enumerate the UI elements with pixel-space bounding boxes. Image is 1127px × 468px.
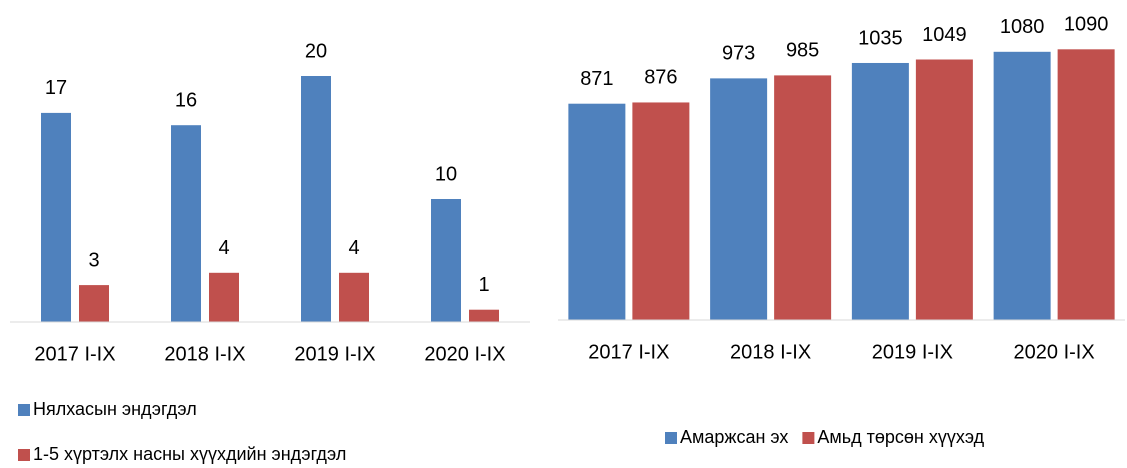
data-label: 876 — [644, 67, 677, 89]
legend-swatch — [18, 449, 30, 461]
bar — [915, 59, 973, 321]
data-label: 17 — [45, 77, 67, 99]
data-label: 4 — [218, 237, 229, 259]
bar — [632, 102, 690, 321]
bar — [993, 51, 1051, 321]
data-label: 4 — [348, 237, 359, 259]
bar — [710, 78, 768, 320]
x-tick-label: 2017 I-IX — [588, 341, 669, 363]
data-label: 1090 — [1064, 14, 1109, 36]
x-tick-label: 2020 I-IX — [424, 343, 505, 365]
bar — [568, 103, 626, 321]
data-label: 10 — [435, 163, 457, 185]
data-label: 1035 — [858, 27, 903, 49]
x-tick-label: 2017 I-IX — [34, 343, 115, 365]
x-tick-label: 2018 I-IX — [164, 343, 245, 365]
bar — [1057, 49, 1115, 321]
legend-label: Нялхасын эндэгдэл — [33, 399, 197, 419]
bar — [209, 272, 239, 322]
bar — [431, 199, 461, 322]
data-label: 871 — [580, 68, 613, 90]
data-label: 1 — [478, 274, 489, 296]
data-label: 16 — [175, 89, 197, 111]
bar — [851, 62, 909, 320]
legend-swatch — [665, 432, 677, 444]
bar — [171, 125, 201, 322]
x-tick-label: 2019 I-IX — [294, 343, 375, 365]
data-label: 973 — [722, 43, 755, 65]
x-tick-label: 2018 I-IX — [730, 341, 811, 363]
data-label: 1049 — [922, 24, 967, 46]
data-label: 1080 — [1000, 16, 1045, 38]
legend-swatch — [802, 432, 815, 444]
legend-label: Амаржсан эх — [680, 427, 788, 447]
bar — [774, 75, 832, 321]
data-label: 20 — [305, 40, 327, 62]
bar — [301, 76, 331, 322]
bar — [79, 285, 109, 322]
bar — [41, 112, 71, 323]
data-label: 3 — [88, 249, 99, 271]
x-tick-label: 2020 I-IX — [1014, 341, 1095, 363]
legend-swatch — [18, 404, 30, 416]
legend-label: Амьд төрсөн хүүхэд — [817, 427, 984, 447]
data-label: 985 — [786, 40, 819, 62]
bar — [469, 309, 499, 322]
x-tick-label: 2019 I-IX — [872, 341, 953, 363]
bar — [339, 272, 369, 322]
legend-label: 1-5 хүртэлх насны хүүхдийн эндэгдэл — [33, 444, 346, 464]
